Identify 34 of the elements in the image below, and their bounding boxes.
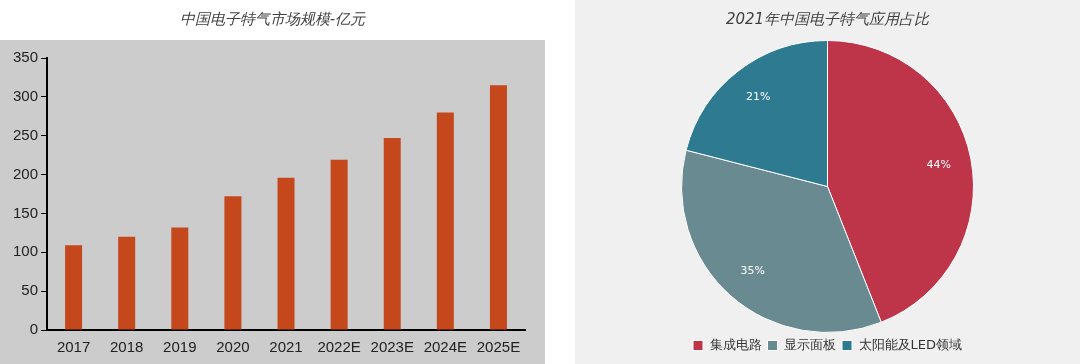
chart-title: 中国电子特气市场规模-亿元 [178, 10, 367, 29]
legend-label: 集成电路 [709, 336, 762, 352]
y-tick-label: 300 [13, 87, 39, 104]
bar [277, 177, 295, 330]
chart-title: 2021年中国电子特气应用占比 [724, 10, 931, 29]
data-label: 44% [926, 158, 951, 172]
y-tick-label: 100 [13, 242, 39, 260]
y-tick-label: 350 [13, 48, 39, 66]
bar [330, 159, 348, 330]
bar [224, 196, 242, 330]
y-tick-label: 150 [13, 203, 39, 221]
bar [436, 112, 454, 330]
y-tick-label: 250 [13, 125, 39, 143]
data-label: 35% [740, 264, 765, 278]
y-tick-label: 0 [29, 320, 39, 338]
bar [65, 245, 83, 330]
x-tick-label: 2019 [163, 338, 197, 356]
bar [383, 138, 401, 330]
x-tick-label: 2018 [110, 338, 144, 356]
x-tick-label: 2017 [56, 338, 91, 356]
bar [118, 236, 136, 330]
legend-label: 太阳能及LED领域 [858, 336, 962, 352]
data-label: 21% [745, 89, 771, 103]
y-tick-label: 50 [21, 281, 39, 299]
y-tick-label: 200 [13, 164, 39, 182]
x-tick-label: 2022E [317, 338, 361, 356]
x-tick-label: 2020 [216, 338, 250, 356]
legend-label: 显示面板 [784, 336, 837, 352]
x-tick-label: 2024E [423, 338, 468, 356]
x-tick-label: 2023E [370, 338, 414, 356]
x-tick-label: 2021 [269, 338, 303, 356]
bar [489, 85, 507, 330]
bar [171, 227, 189, 330]
x-tick-label: 2025E [476, 338, 521, 356]
